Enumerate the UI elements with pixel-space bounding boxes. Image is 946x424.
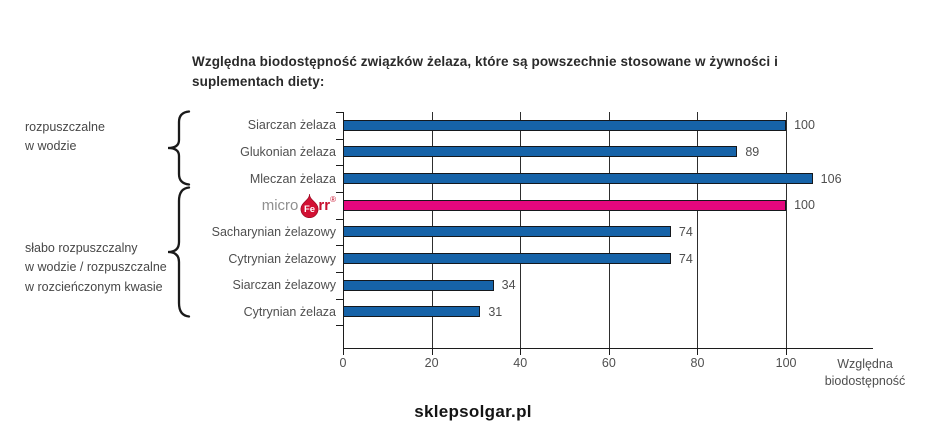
registered-mark: ®	[330, 194, 336, 204]
bar-value-label: 100	[794, 118, 815, 133]
x-axis-tick	[520, 348, 522, 355]
y-axis-tick	[336, 245, 343, 247]
x-axis-tick	[343, 348, 344, 355]
bar-value-label: 74	[678, 224, 693, 239]
y-axis-tick	[336, 165, 343, 167]
x-axis-title: Względna biodostępność	[812, 356, 918, 390]
group-label-line: rozpuszczalne	[25, 120, 105, 134]
bar-value-label: 89	[745, 144, 760, 159]
y-axis-tick	[336, 325, 343, 327]
logo-text-micro: micro	[261, 196, 299, 214]
logo-text-rr: rr	[318, 196, 331, 214]
x-tick-label: 100	[775, 356, 797, 370]
group-label-poorly-soluble: słabo rozpuszczalny w wodzie / rozpuszcz…	[25, 239, 167, 297]
y-axis-tick	[336, 218, 343, 220]
x-axis-tick	[608, 348, 610, 355]
curly-brace-icon	[167, 110, 191, 186]
group-label-line: w rozcieńczonym kwasie	[25, 279, 163, 294]
red-drop-icon: Fe	[300, 193, 319, 218]
x-tick-label: 0	[339, 356, 347, 370]
x-axis-title-line: biodostępność	[824, 373, 906, 388]
bar	[343, 279, 494, 291]
logo-drop-text: Fe	[304, 204, 315, 215]
x-axis-title-line: Względna	[837, 357, 893, 371]
bar	[343, 146, 738, 158]
y-axis-tick	[336, 138, 343, 140]
y-axis-tick	[336, 298, 343, 300]
bar-value-label: 31	[488, 304, 503, 319]
category-label: Mleczan żelaza	[249, 171, 336, 186]
gridline-x-100	[786, 112, 788, 348]
gridline-x-80	[697, 112, 699, 348]
group-label-line: słabo rozpuszczalny	[25, 241, 138, 255]
category-label: Siarczan żelazowy	[232, 278, 336, 293]
chart-title: Względna biodostępność związków żelaza, …	[192, 54, 778, 90]
x-tick-label: 20	[424, 356, 439, 370]
y-axis-tick	[336, 191, 343, 193]
bar	[343, 253, 671, 265]
group-label-water-soluble: rozpuszczalne w wodzie	[25, 118, 105, 157]
y-axis-tick	[336, 112, 343, 113]
x-tick-label: 80	[690, 356, 705, 370]
category-label: Cytrynian żelaza	[243, 304, 336, 319]
x-tick-label: 40	[513, 356, 528, 370]
bar	[343, 119, 787, 131]
x-axis-tick	[786, 348, 788, 355]
x-tick-label: 60	[601, 356, 616, 370]
group-label-line: w wodzie	[25, 139, 77, 154]
category-brand-logo: micro Fe rr ®	[180, 192, 336, 219]
x-axis-line	[343, 348, 873, 349]
bar-value-label: 100	[794, 198, 815, 213]
x-axis-tick	[697, 348, 699, 355]
category-label: Siarczan żelaza	[247, 118, 336, 133]
bar	[343, 226, 671, 238]
bar-value-label: 106	[820, 171, 842, 186]
bar	[343, 199, 787, 211]
y-axis-tick	[336, 271, 343, 273]
category-label: Sacharynian żelazowy	[211, 224, 336, 239]
bar-value-label: 34	[501, 278, 516, 293]
category-label: Glukonian żelaza	[240, 144, 336, 159]
footer-brand-logo: sklepsolgar.pl	[414, 402, 532, 421]
bar-value-label: 74	[678, 251, 693, 266]
bar	[343, 306, 481, 318]
bar	[343, 173, 813, 185]
curly-brace-icon	[167, 186, 191, 318]
x-axis-tick	[431, 348, 433, 355]
category-label: Cytrynian żelazowy	[228, 251, 336, 266]
group-label-line: w wodzie / rozpuszczalne	[25, 260, 167, 275]
